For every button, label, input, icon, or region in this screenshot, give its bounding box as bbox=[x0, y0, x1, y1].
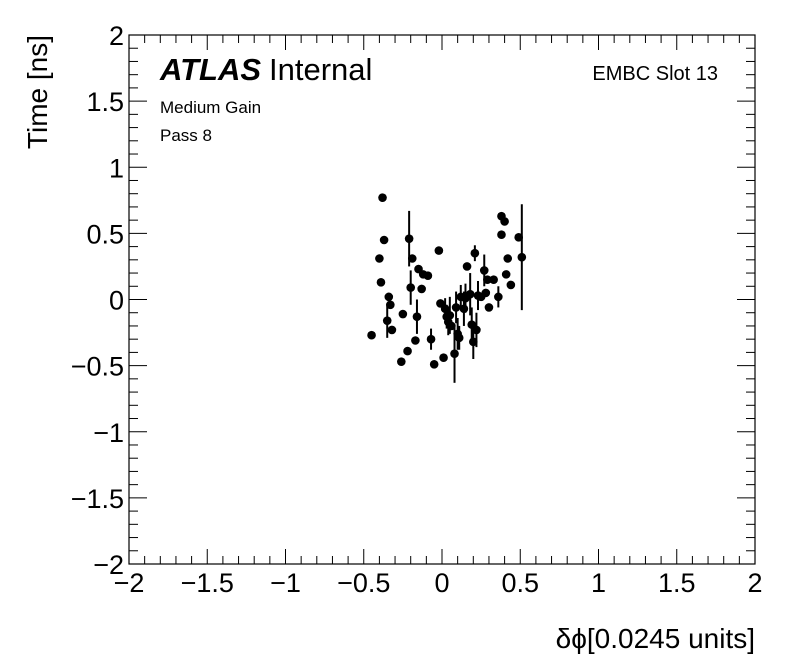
experiment-label: ATLAS Internal bbox=[159, 52, 372, 87]
data-point bbox=[376, 278, 386, 287]
data-point bbox=[403, 346, 412, 356]
data-point bbox=[481, 288, 491, 298]
data-point bbox=[387, 325, 397, 335]
x-tick-label: 1.5 bbox=[658, 568, 696, 598]
data-point bbox=[445, 311, 455, 320]
x-tick-label: −0.5 bbox=[337, 568, 390, 598]
data-point bbox=[501, 270, 511, 279]
data-point bbox=[434, 246, 444, 255]
data-point bbox=[472, 325, 481, 335]
data-point bbox=[379, 235, 389, 245]
data-point bbox=[484, 303, 494, 312]
data-point bbox=[483, 275, 492, 284]
gain-label: Medium Gain bbox=[160, 98, 261, 117]
y-tick-label: 1.5 bbox=[86, 87, 124, 117]
data-point bbox=[406, 283, 416, 292]
data-point bbox=[423, 271, 433, 280]
y-tick-label: −0.5 bbox=[71, 352, 124, 382]
data-point bbox=[447, 321, 456, 331]
data-point bbox=[440, 304, 450, 314]
y-tick-label: −1.5 bbox=[71, 484, 124, 514]
data-point bbox=[517, 252, 527, 262]
data-points bbox=[367, 193, 527, 369]
y-tick-label: 0.5 bbox=[86, 219, 124, 249]
y-axis-title: Time [ns] bbox=[22, 35, 53, 149]
data-point bbox=[407, 254, 417, 263]
data-point bbox=[469, 337, 478, 347]
data-point bbox=[384, 292, 394, 302]
data-point bbox=[426, 334, 436, 344]
pass-label: Pass 8 bbox=[160, 126, 212, 145]
x-tick-label: −1.5 bbox=[181, 568, 234, 598]
axis-ticks bbox=[128, 34, 756, 565]
data-point bbox=[500, 217, 509, 226]
data-point bbox=[439, 353, 448, 362]
x-tick-label: 0 bbox=[434, 568, 449, 598]
x-tick-label: 1 bbox=[591, 568, 606, 598]
x-tick-label: 0.5 bbox=[501, 568, 539, 598]
atlas-label: ATLAS bbox=[159, 52, 261, 87]
data-point bbox=[459, 304, 469, 314]
x-tick-labels: −2 −1.5 −1 −0.5 0 0.5 1 1.5 2 bbox=[114, 568, 763, 598]
data-point bbox=[417, 284, 426, 294]
data-point bbox=[454, 333, 464, 343]
data-point bbox=[367, 330, 376, 340]
data-point bbox=[378, 193, 387, 202]
data-point bbox=[386, 300, 395, 310]
data-point bbox=[397, 357, 406, 366]
x-tick-label: −2 bbox=[114, 568, 145, 598]
data-point bbox=[470, 248, 480, 258]
x-axis-title: δϕ[0.0245 units] bbox=[556, 623, 755, 654]
data-point bbox=[465, 289, 475, 299]
data-point bbox=[479, 266, 489, 275]
x-tick-label: −1 bbox=[270, 568, 301, 598]
data-point bbox=[382, 316, 392, 325]
data-point bbox=[451, 303, 461, 312]
data-point bbox=[411, 336, 420, 345]
y-tick-labels: −2 −1.5 −1 −0.5 0 0.5 1 1.5 2 bbox=[71, 21, 124, 580]
y-tick-label: 2 bbox=[109, 21, 124, 51]
data-point bbox=[429, 360, 439, 369]
data-point bbox=[503, 254, 513, 263]
data-point bbox=[375, 254, 384, 263]
data-point bbox=[494, 292, 503, 302]
data-point bbox=[450, 349, 459, 359]
y-tick-label: 0 bbox=[109, 286, 124, 316]
slot-label: EMBC Slot 13 bbox=[592, 63, 718, 85]
data-point bbox=[514, 233, 523, 242]
y-tick-label: −2 bbox=[93, 550, 124, 580]
data-point bbox=[412, 312, 422, 321]
data-point bbox=[497, 230, 506, 239]
data-point bbox=[404, 234, 414, 243]
internal-label: Internal bbox=[269, 52, 372, 87]
y-tick-label: 1 bbox=[109, 153, 124, 183]
data-point bbox=[489, 275, 498, 284]
data-point bbox=[462, 262, 472, 271]
data-point bbox=[398, 309, 408, 319]
data-point bbox=[506, 280, 516, 290]
y-tick-label: −1 bbox=[93, 418, 124, 448]
x-tick-label: 2 bbox=[747, 568, 762, 598]
